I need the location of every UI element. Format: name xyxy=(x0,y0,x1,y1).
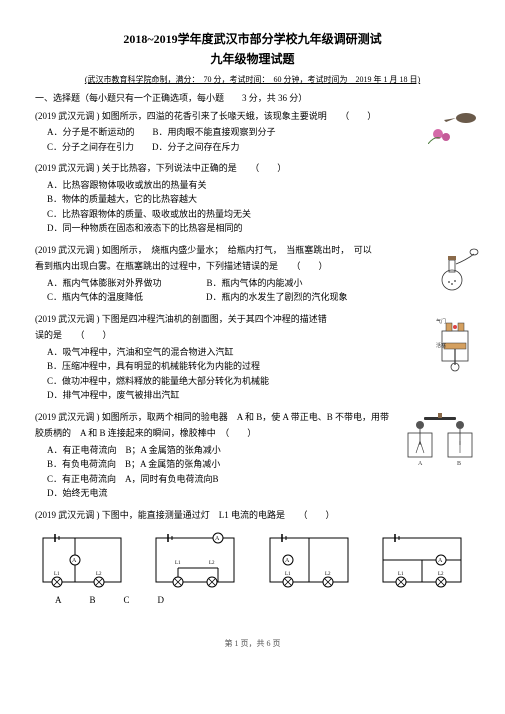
electroscope-image: A B xyxy=(402,411,480,467)
q10-opt-b: B．物体的质量越大，它的比热容越大 xyxy=(47,193,470,207)
svg-text:B: B xyxy=(457,461,461,467)
exam-title: 2018~2019学年度武汉市部分学校九年级调研测试 xyxy=(35,30,470,48)
question-14: (2019 武汉元调 ) 下图中，能直接测量通过灯 L1 电流的电路是 （ ） … xyxy=(35,509,470,608)
q10-stem: (2019 武汉元调 ) 关于比热容，下列说法中正确的是 （ ） xyxy=(35,162,470,176)
q12-stem: (2019 武汉元调 ) 下图是四冲程汽油机的剖面图，关于其四个冲程的描述错 xyxy=(35,313,470,327)
q12-options: A．吸气冲程中，汽油和空气的混合物进入汽缸 B．压缩冲程中，具有明显的机械能转化… xyxy=(47,346,470,403)
svg-text:L2: L2 xyxy=(438,572,444,577)
q9-opt-ab: A．分子是不断运动的 B．用肉眼不能直接观察到分子 xyxy=(47,126,470,140)
svg-text:气门: 气门 xyxy=(436,318,446,325)
q10-options: A．比热容跟物体吸收或放出的热量有关 B．物体的质量越大，它的比热容越大 C．比… xyxy=(47,179,470,236)
q9-options: A．分子是不断运动的 B．用肉眼不能直接观察到分子 C．分子之间存在引力 D．分… xyxy=(47,126,470,154)
question-9: (2019 武汉元调 ) 如图所示，四溢的花香引来了长喙天蛾，该现象主要说明 （… xyxy=(35,110,470,155)
q13-opt-c: C．有正电荷流向 A，同时有负电荷流向B xyxy=(47,473,470,487)
q11-stem2: 看到瓶内出现白雾。在瓶塞跳出的过程中，下列描述错误的是 （ ） xyxy=(35,260,470,274)
question-10: (2019 武汉元调 ) 关于比热容，下列说法中正确的是 （ ） A．比热容跟物… xyxy=(35,162,470,236)
q14-stem: (2019 武汉元调 ) 下图中，能直接测量通过灯 L1 电流的电路是 （ ） xyxy=(35,509,470,523)
svg-text:L1: L1 xyxy=(398,572,404,577)
svg-text:L1: L1 xyxy=(54,572,60,577)
exam-info: (武汉市教育科学院命制，满分： 70 分，考试时间： 60 分钟，考试时间为 2… xyxy=(35,74,470,86)
section-header: 一、选择题（每小题只有一个正确选项，每小题 3 分，共 36 分） xyxy=(35,92,470,106)
q11-opt-ab: A．瓶内气体膨胀对外界做功 B．瓶内气体的内能减小 xyxy=(47,277,470,291)
circuit-d: A L1 L2 xyxy=(375,530,470,590)
exam-subtitle: 九年级物理试题 xyxy=(35,50,470,68)
svg-text:L2: L2 xyxy=(325,572,331,577)
circuit-row: L1 L2 A A xyxy=(35,530,470,590)
q9-opt-cd: C．分子之间存在引力 D．分子之间存在斥力 xyxy=(47,141,470,155)
q9-stem: (2019 武汉元调 ) 如图所示，四溢的花香引来了长喙天蛾，该现象主要说明 （… xyxy=(35,110,470,124)
bird-flower-image xyxy=(428,106,480,144)
flask-image xyxy=(438,244,480,296)
circuit-labels: ABCD xyxy=(55,594,470,608)
q12-stem2: 误的是 （ ） xyxy=(35,329,470,343)
q10-opt-a: A．比热容跟物体吸收或放出的热量有关 xyxy=(47,179,470,193)
q11-options: A．瓶内气体膨胀对外界做功 B．瓶内气体的内能减小 C．瓶内气体的温度降低 D．… xyxy=(47,277,470,305)
circuit-a: L1 L2 A xyxy=(35,530,130,590)
engine-image: 气门 活塞 xyxy=(430,313,480,373)
question-11: (2019 武汉元调 ) 如图所示， 烧瓶内盛少量水； 给瓶内打气， 当瓶塞跳出… xyxy=(35,244,470,305)
exam-page: 2018~2019学年度武汉市部分学校九年级调研测试 九年级物理试题 (武汉市教… xyxy=(0,0,505,660)
q12-opt-d: D．排气冲程中，废气被排出汽缸 xyxy=(47,389,470,403)
question-12: 气门 活塞 (2019 武汉元调 ) 下图是四冲程汽油机的剖面图，关于其四个冲程… xyxy=(35,313,470,403)
q12-opt-b: B．压缩冲程中，具有明显的机械能转化为内能的过程 xyxy=(47,360,470,374)
q12-opt-c: C．做功冲程中，燃料释放的能量绝大部分转化为机械能 xyxy=(47,375,470,389)
circuit-c: A L1 L2 xyxy=(262,530,357,590)
svg-text:L2: L2 xyxy=(209,561,215,566)
q10-opt-c: C．比热容跟物体的质量、吸收或放出的热量均无关 xyxy=(47,208,470,222)
svg-text:A: A xyxy=(285,558,290,564)
svg-text:A: A xyxy=(72,558,77,564)
q12-opt-a: A．吸气冲程中，汽油和空气的混合物进入汽缸 xyxy=(47,346,470,360)
q10-opt-d: D．同一种物质在固态和液态下的比热容是相同的 xyxy=(47,222,470,236)
svg-text:L1: L1 xyxy=(175,561,181,566)
q11-opt-cd: C．瓶内气体的温度降低 D．瓶内的水发生了剧烈的汽化现象 xyxy=(47,291,470,305)
svg-text:L2: L2 xyxy=(96,572,102,577)
svg-text:L1: L1 xyxy=(285,572,291,577)
svg-text:A: A xyxy=(418,461,423,467)
svg-text:活塞: 活塞 xyxy=(436,342,446,349)
circuit-b: A L1 L2 xyxy=(148,530,243,590)
page-footer: 第 1 页，共 6 页 xyxy=(35,638,470,650)
svg-text:A: A xyxy=(215,536,220,542)
q13-opt-d: D．始终无电流 xyxy=(47,487,470,501)
question-13: A B (2019 武汉元调 ) 如图所示，取两个相同的验电器 A 和 B，使 … xyxy=(35,411,470,501)
svg-text:A: A xyxy=(438,558,443,564)
q11-stem: (2019 武汉元调 ) 如图所示， 烧瓶内盛少量水； 给瓶内打气， 当瓶塞跳出… xyxy=(35,244,470,258)
